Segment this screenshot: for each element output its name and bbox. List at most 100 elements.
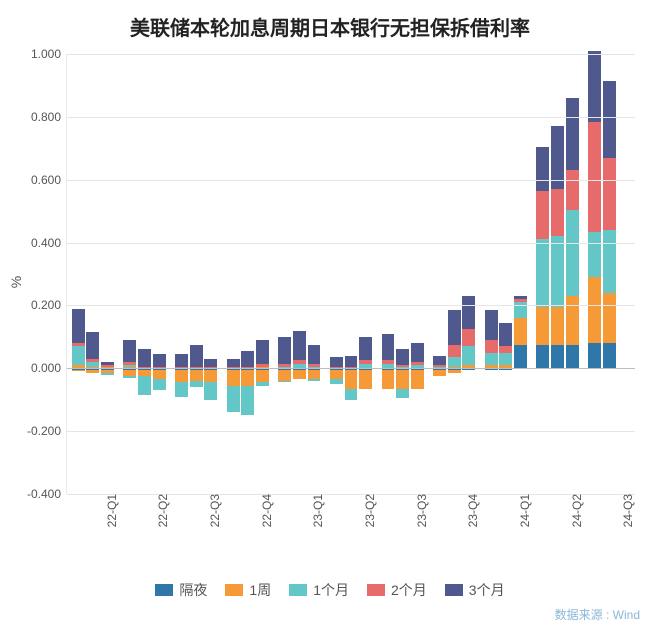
bar-segment-month3 [293,331,306,361]
x-tick-label: 24-Q1 [512,494,532,527]
bar-segment-neg_week1 [448,370,461,373]
bar-segment-month3 [499,323,512,347]
bar-segment-neg_month1 [227,386,240,413]
bar-segment-month3 [345,356,358,367]
bar-segment-month3 [190,345,203,367]
y-tick-label: -0.200 [27,424,67,438]
legend-label: 3个月 [469,580,505,600]
bar-segment-month2 [396,365,409,367]
x-tick-label: 22-Q1 [99,494,119,527]
legend-item: 2个月 [367,580,427,600]
bar-segment-month3 [72,309,85,344]
bar-segment-week1 [588,277,601,343]
bar-segment-neg_month1 [190,381,203,387]
bar-segment-overnight [603,343,616,368]
x-tick-label: 22-Q2 [150,494,170,527]
bar-segment-month3 [462,296,475,329]
bar-segment-month3 [603,81,616,158]
bar [411,54,424,494]
bar [462,54,475,494]
bar-segment-neg_week1 [433,370,446,376]
bar [448,54,461,494]
x-tick-label: 24-Q3 [615,494,635,527]
x-tick-label: 23-Q1 [305,494,325,527]
bar-segment-month2 [101,365,114,367]
bar-segment-month3 [86,332,99,359]
bar-segment-overnight [566,345,579,369]
bar-segment-month2 [603,158,616,230]
bar-segment-month1 [499,353,512,366]
bar [551,54,564,494]
bar-segment-month3 [123,340,136,362]
chart-title: 美联储本轮加息周期日本银行无担保拆借利率 [0,12,660,41]
legend-item: 1个月 [289,580,349,600]
bar [433,54,446,494]
bar-segment-neg_week1 [153,370,166,379]
gridline [67,305,635,306]
bar-segment-neg_month1 [241,386,254,416]
bar-segment-month3 [359,337,372,361]
bar [227,54,240,494]
y-tick-label: 0.800 [31,110,67,124]
bar [382,54,395,494]
bar-segment-month2 [588,122,601,232]
bar-segment-month3 [396,349,409,365]
chart-container: 美联储本轮加息周期日本银行无担保拆借利率 % -0.400-0.2000.000… [0,0,660,629]
legend-label: 1个月 [313,580,349,600]
zero-line [67,368,635,369]
legend-item: 1周 [225,580,271,600]
bar-segment-neg_week1 [256,370,269,383]
bar-segment-month2 [536,191,549,240]
bar [359,54,372,494]
bar-segment-neg_week1 [411,370,424,389]
bar-segment-month3 [330,357,343,366]
legend-swatch [225,584,243,596]
bar-segment-month3 [308,345,321,364]
bar [485,54,498,494]
bar-segment-overnight [514,345,527,369]
x-tick-label: 23-Q2 [357,494,377,527]
bar-segment-month1 [566,210,579,296]
bar-segment-month1 [588,232,601,278]
x-tick-label: 22-Q3 [202,494,222,527]
bar-segment-month1 [551,236,564,307]
bar-segment-month1 [86,362,99,367]
bar-segment-neg_month1 [101,373,114,375]
bar [588,54,601,494]
bar-segment-month1 [603,230,616,293]
bar [278,54,291,494]
bar-segment-month3 [175,354,188,367]
x-tick-label: 23-Q3 [409,494,429,527]
legend-item: 3个月 [445,580,505,600]
bar-segment-neg_week1 [330,370,343,379]
bar-segment-neg_month1 [278,381,291,383]
bar-segment-week1 [514,318,527,345]
bar [101,54,114,494]
bar-segment-month3 [382,334,395,361]
bar [256,54,269,494]
source-label: 数据来源 : Wind [555,606,640,623]
bar-segment-neg_week1 [382,370,395,389]
bar-segment-month3 [448,310,461,345]
bar-segment-overnight [536,345,549,369]
bar-segment-month2 [278,364,291,367]
y-tick-label: 0.600 [31,173,67,187]
bar-segment-month3 [138,349,151,366]
bar-segment-week1 [551,307,564,345]
bar-segment-neg_week1 [278,370,291,381]
bar [175,54,188,494]
bar [308,54,321,494]
bar-segment-month2 [382,360,395,363]
bar-segment-month2 [462,329,475,346]
bar-segment-neg_month1 [123,376,136,378]
legend-swatch [367,584,385,596]
bar-segment-month1 [448,357,461,366]
bar-segment-neg_month1 [308,379,321,381]
legend-swatch [445,584,463,596]
bar-segment-month3 [241,351,254,367]
bar-segment-neg_week1 [396,370,409,389]
bar-segment-month3 [588,51,601,122]
bar-segment-month3 [227,359,240,367]
bar [241,54,254,494]
bar [330,54,343,494]
